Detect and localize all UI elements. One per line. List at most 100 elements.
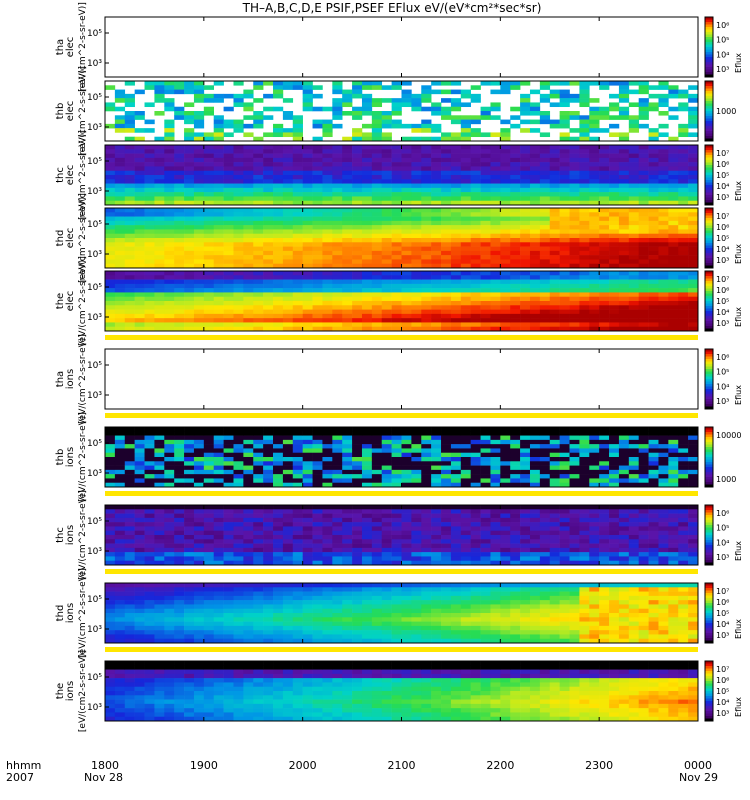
- heatmap-cell: [688, 220, 699, 226]
- heatmap-cell: [342, 465, 353, 471]
- heatmap-cell: [450, 313, 462, 319]
- heatmap-cell: [371, 313, 383, 319]
- heatmap-cell: [134, 259, 145, 265]
- heatmap-cell: [668, 452, 679, 458]
- heatmap-cell: [520, 271, 531, 276]
- heatmap-cell: [273, 560, 284, 566]
- heatmap-cell: [648, 259, 659, 265]
- heatmap-cell: [273, 305, 284, 310]
- heatmap-cell: [609, 461, 620, 466]
- heatmap-cell: [352, 170, 363, 176]
- heatmap-cell: [361, 238, 373, 243]
- heatmap-cell: [441, 233, 452, 239]
- heatmap-cell: [470, 318, 481, 323]
- heatmap-cell: [263, 81, 274, 86]
- heatmap-cell: [233, 192, 244, 197]
- heatmap-cell: [233, 435, 244, 441]
- heatmap-cell: [441, 81, 452, 86]
- heatmap-cell: [203, 439, 215, 445]
- heatmap-cell: [549, 229, 560, 235]
- heatmap-cell: [203, 547, 215, 553]
- heatmap-cell: [421, 119, 432, 125]
- heatmap-cell: [263, 175, 274, 180]
- heatmap-cell: [243, 427, 254, 432]
- heatmap-cell: [243, 474, 254, 479]
- heatmap-cell: [470, 157, 481, 163]
- heatmap-cell: [114, 233, 126, 239]
- heatmap-cell: [322, 439, 333, 445]
- heatmap-cell: [273, 132, 284, 138]
- heatmap-cell: [292, 296, 303, 302]
- heatmap-cell: [114, 552, 126, 557]
- heatmap-cell: [105, 279, 116, 285]
- heatmap-cell: [628, 543, 639, 549]
- heatmap-cell: [609, 547, 620, 553]
- heatmap-cell: [559, 175, 570, 180]
- heatmap-cell: [589, 313, 600, 319]
- heatmap-cell: [480, 132, 491, 138]
- heatmap-cell: [470, 296, 481, 302]
- heatmap-cell: [441, 238, 452, 243]
- heatmap-cell: [441, 543, 452, 549]
- heatmap-cell: [411, 509, 422, 514]
- heatmap-cell: [450, 196, 462, 202]
- heatmap-cell: [579, 322, 590, 328]
- heatmap-cell: [628, 435, 639, 441]
- heatmap-cell: [559, 427, 570, 432]
- heatmap-cell: [431, 89, 442, 95]
- heatmap-cell: [381, 162, 392, 167]
- heatmap-cell: [500, 522, 511, 527]
- heatmap-cell: [361, 162, 373, 167]
- heatmap-cell: [569, 225, 580, 230]
- heatmap-cell: [332, 187, 343, 193]
- heatmap-cell: [381, 111, 392, 116]
- colorbar-segment: [705, 429, 713, 433]
- heatmap-cell: [638, 192, 649, 197]
- heatmap-cell: [520, 431, 531, 436]
- heatmap-cell: [213, 250, 224, 256]
- heatmap-cell: [510, 482, 521, 488]
- heatmap-cell: [658, 85, 669, 90]
- heatmap-cell: [134, 275, 145, 280]
- heatmap-cell: [233, 279, 244, 285]
- heatmap-cell: [352, 145, 363, 150]
- heatmap-cell: [312, 513, 323, 519]
- heatmap-cell: [391, 543, 402, 549]
- heatmap-cell: [668, 296, 679, 302]
- heatmap-cell: [174, 157, 185, 163]
- heatmap-cell: [391, 478, 402, 484]
- heatmap-cell: [658, 208, 669, 213]
- heatmap-cell: [312, 556, 323, 562]
- heatmap-cell: [450, 435, 462, 441]
- heatmap-cell: [658, 439, 669, 445]
- heatmap-cell: [144, 326, 155, 332]
- heatmap-cell: [431, 212, 442, 217]
- heatmap-cell: [213, 279, 224, 285]
- heatmap-cell: [302, 431, 313, 436]
- heatmap-cell: [164, 208, 175, 213]
- heatmap-cell: [134, 212, 145, 217]
- heatmap-cell: [618, 535, 630, 540]
- heatmap-cell: [480, 212, 491, 217]
- heatmap-cell: [599, 452, 610, 458]
- heatmap-cell: [352, 271, 363, 276]
- heatmap-cell: [688, 478, 699, 484]
- heatmap-cell: [154, 179, 165, 184]
- heatmap-cell: [193, 288, 205, 293]
- colorbar-segment: [705, 83, 713, 87]
- heatmap-cell: [628, 439, 639, 445]
- heatmap-cell: [302, 200, 313, 206]
- heatmap-cell: [361, 309, 373, 315]
- heatmap-cell: [638, 170, 649, 176]
- colorbar-segment: [705, 366, 713, 370]
- heatmap-cell: [164, 183, 175, 189]
- heatmap-cell: [322, 292, 333, 298]
- heatmap-cell: [500, 309, 511, 315]
- heatmap-cell: [539, 170, 551, 176]
- heatmap-cell: [124, 535, 135, 540]
- heatmap-cell: [539, 233, 551, 239]
- heatmap-cell: [361, 183, 373, 189]
- colorbar-segment: [705, 228, 713, 231]
- heatmap-cell: [441, 509, 452, 514]
- heatmap-cell: [144, 246, 155, 252]
